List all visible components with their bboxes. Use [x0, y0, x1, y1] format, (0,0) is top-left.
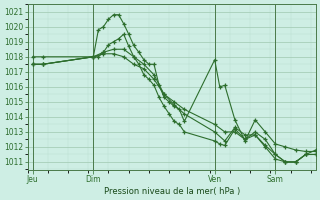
X-axis label: Pression niveau de la mer( hPa ): Pression niveau de la mer( hPa )	[104, 187, 240, 196]
